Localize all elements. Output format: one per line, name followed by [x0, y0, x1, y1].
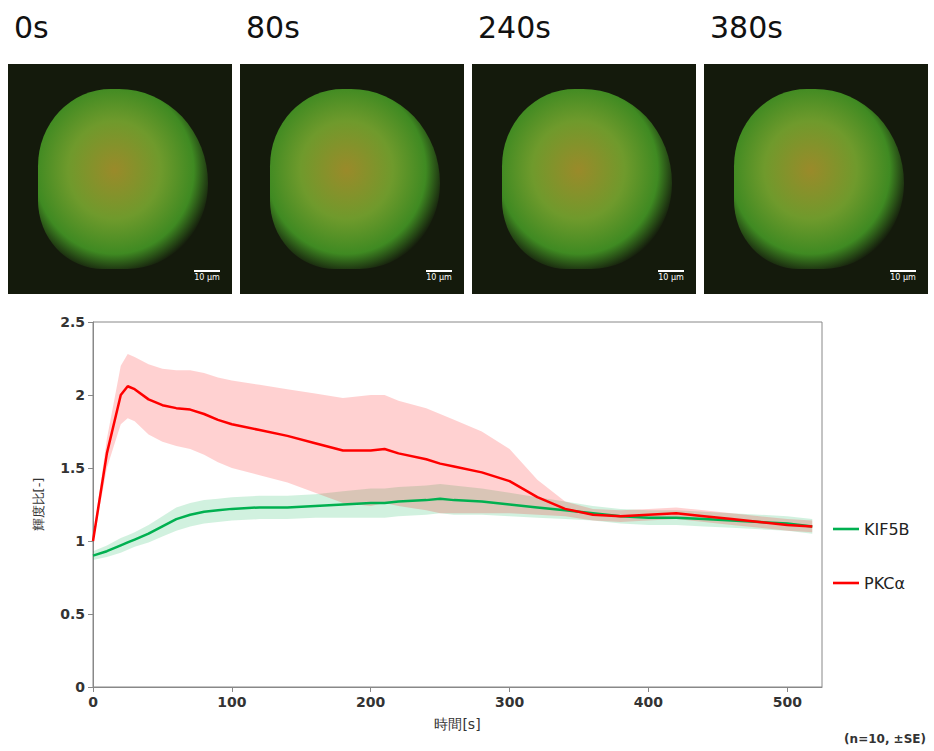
- html-text:10 μm: 10 μm: [426, 273, 452, 282]
- svg-text:1.5: 1.5: [60, 460, 85, 476]
- svg-text:500: 500: [773, 694, 802, 710]
- svg-text:輝度比[-]: 輝度比[-]: [31, 478, 46, 532]
- svg-text:2.5: 2.5: [60, 314, 85, 330]
- html-text:10 μm: 10 μm: [194, 273, 220, 282]
- html-text:10 μm: 10 μm: [890, 273, 916, 282]
- html-text:380s: 380s: [710, 10, 783, 45]
- svg-text:1: 1: [75, 533, 85, 549]
- svg-text:0.5: 0.5: [60, 606, 85, 622]
- svg-text:KIF5B: KIF5B: [864, 520, 910, 539]
- html-text:0s: 0s: [14, 10, 49, 45]
- svg-text:PKCα: PKCα: [864, 574, 905, 593]
- svg-text:300: 300: [495, 694, 524, 710]
- html-text:80s: 80s: [246, 10, 300, 45]
- svg-text:100: 100: [217, 694, 246, 710]
- svg-text:400: 400: [634, 694, 663, 710]
- svg-text:時間[s]: 時間[s]: [434, 716, 480, 732]
- svg-text:0: 0: [88, 694, 98, 710]
- svg-text:200: 200: [356, 694, 385, 710]
- html-text:240s: 240s: [478, 10, 551, 45]
- svg-text:0: 0: [75, 679, 85, 695]
- html-text:10 μm: 10 μm: [658, 273, 684, 282]
- svg-text:2: 2: [75, 387, 85, 403]
- svg-text:(n=10, ±SE): (n=10, ±SE): [844, 732, 926, 746]
